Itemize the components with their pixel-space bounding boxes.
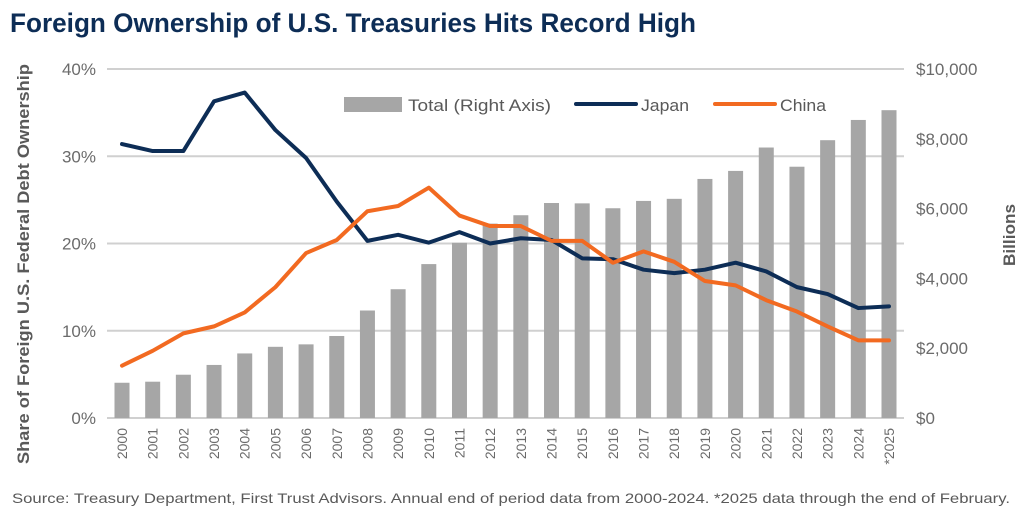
x-tick-label: 2018 bbox=[666, 428, 682, 459]
x-tick-label: 2024 bbox=[850, 428, 866, 459]
bar-total-2009 bbox=[391, 289, 406, 418]
bar-total-2016 bbox=[605, 208, 620, 418]
x-tick-label: 2022 bbox=[789, 428, 805, 459]
right-tick-label: $10,000 bbox=[916, 60, 977, 79]
bar-total-2020 bbox=[728, 171, 743, 418]
right-tick-label: $4,000 bbox=[916, 269, 968, 288]
x-tick-label: 2019 bbox=[697, 428, 713, 459]
right-axis-label: Billions bbox=[1000, 204, 1019, 266]
x-tick-label: 2003 bbox=[206, 428, 222, 459]
legend-label-total: Total (Right Axis) bbox=[408, 96, 551, 115]
gridlines bbox=[107, 69, 904, 418]
bar-total-2002 bbox=[176, 375, 191, 418]
line-japan bbox=[122, 93, 889, 309]
x-tick-label: 2009 bbox=[390, 428, 406, 459]
legend-swatch-total bbox=[344, 97, 402, 112]
legend: Total (Right Axis) Japan China bbox=[344, 96, 827, 115]
right-axis-ticks: $0 $2,000 $4,000 $6,000 $8,000 $10,000 bbox=[916, 60, 977, 428]
x-tick-label: 2016 bbox=[605, 428, 621, 459]
bar-total-2001 bbox=[145, 382, 160, 418]
x-tick-label: 2006 bbox=[298, 428, 314, 459]
x-tick-label: 2014 bbox=[544, 428, 560, 459]
left-axis-ticks: 0% 10% 20% 30% 40% bbox=[62, 60, 96, 428]
bar-total-2013 bbox=[513, 215, 528, 418]
x-tick-label: 2001 bbox=[145, 428, 161, 459]
x-tick-label: *2025 bbox=[881, 428, 897, 465]
bar-total-2023 bbox=[820, 140, 835, 418]
x-tick-label: 2020 bbox=[728, 428, 744, 459]
left-tick-label: 10% bbox=[62, 322, 96, 341]
bar-total-2008 bbox=[360, 311, 375, 418]
x-tick-label: 2011 bbox=[451, 428, 467, 458]
x-tick-label: 2023 bbox=[820, 428, 836, 459]
x-tick-label: 2007 bbox=[329, 428, 345, 459]
bar-total-2005 bbox=[268, 347, 283, 418]
left-axis-label: Share of Foreign U.S. Federal Debt Owner… bbox=[14, 64, 33, 464]
bar-total-2018 bbox=[667, 199, 682, 418]
bar-total-2003 bbox=[207, 365, 222, 418]
right-tick-label: $0 bbox=[916, 409, 935, 428]
x-tick-label: 2017 bbox=[636, 428, 652, 459]
x-tick-label: 2015 bbox=[574, 428, 590, 459]
bar-total-2021 bbox=[759, 148, 774, 418]
x-tick-label: 2010 bbox=[421, 428, 437, 459]
right-tick-label: $2,000 bbox=[916, 339, 968, 358]
bar-total-2007 bbox=[329, 336, 344, 418]
bar-total-2015 bbox=[575, 203, 590, 418]
legend-label-china: China bbox=[780, 96, 827, 115]
x-tick-label: 2012 bbox=[482, 428, 498, 459]
bar-total-2019 bbox=[697, 179, 712, 418]
bar-total-2004 bbox=[237, 353, 252, 418]
x-tick-label: 2004 bbox=[237, 428, 253, 459]
x-tick-label: 2000 bbox=[114, 428, 130, 459]
left-tick-label: 20% bbox=[62, 235, 96, 254]
x-tick-label: 2008 bbox=[359, 428, 375, 459]
bar-total-2012 bbox=[483, 224, 498, 418]
chart-title: Foreign Ownership of U.S. Treasuries Hit… bbox=[10, 8, 696, 38]
lines bbox=[122, 93, 889, 366]
bar-total-2017 bbox=[636, 201, 651, 418]
source-note: Source: Treasury Department, First Trust… bbox=[12, 490, 1010, 506]
left-tick-label: 40% bbox=[62, 60, 96, 79]
bar-total-2014 bbox=[544, 203, 559, 418]
right-tick-label: $6,000 bbox=[916, 200, 968, 219]
bar-total-2010 bbox=[421, 264, 436, 418]
x-tick-label: 2013 bbox=[513, 428, 529, 459]
bar-total-2022 bbox=[789, 167, 804, 418]
bar-total-2025 bbox=[882, 110, 897, 418]
bar-total-2011 bbox=[452, 243, 467, 418]
legend-label-japan: Japan bbox=[641, 96, 689, 115]
bar-total-2000 bbox=[115, 383, 130, 418]
left-tick-label: 0% bbox=[71, 409, 96, 428]
right-tick-label: $8,000 bbox=[916, 130, 968, 149]
x-axis-ticks: 2000 2001 2002 2003 2004 2005 2006 2007 2008 2009… bbox=[114, 428, 897, 465]
bar-total-2024 bbox=[851, 120, 866, 418]
bar-total-2006 bbox=[299, 344, 314, 418]
left-tick-label: 30% bbox=[62, 147, 96, 166]
x-tick-label: 2005 bbox=[267, 428, 283, 459]
x-tick-label: 2002 bbox=[175, 428, 191, 459]
x-tick-label: 2021 bbox=[758, 428, 774, 459]
